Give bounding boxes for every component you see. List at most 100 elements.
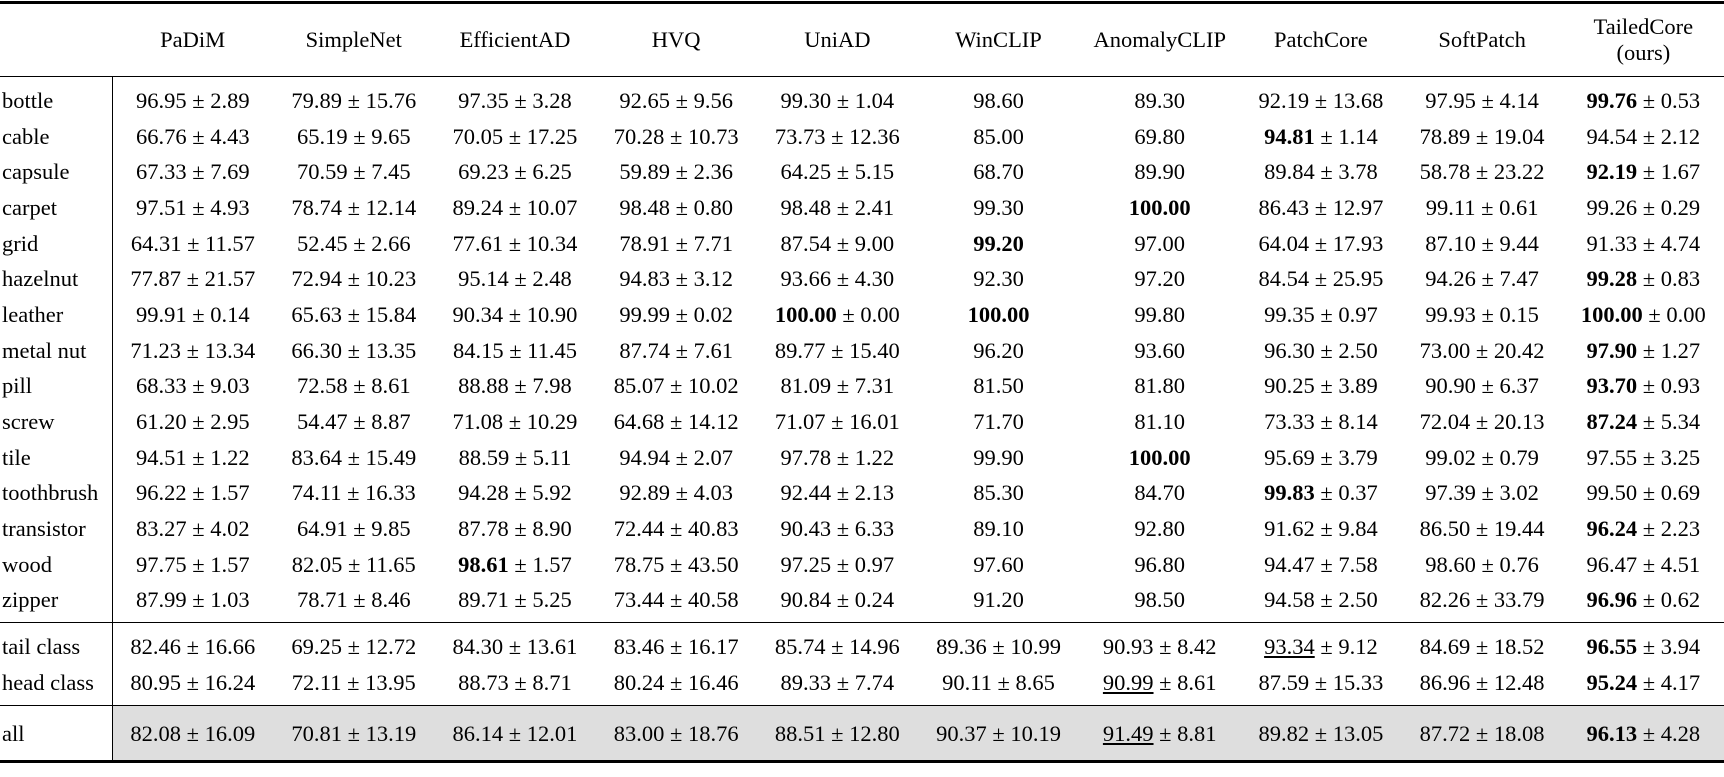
row-label: tile (0, 439, 113, 476)
value-cell: 99.91 ± 0.14 (136, 301, 250, 327)
value-cell: 72.58 ± 8.61 (296, 373, 411, 399)
value-cell: 89.82 ± 13.05 (1240, 704, 1402, 762)
value-cell: 72.04 ± 20.13 (1419, 409, 1545, 435)
row-label: grid (0, 225, 113, 262)
value-cell: 69.80 (1134, 123, 1186, 149)
value-cell: 81.80 (1134, 373, 1186, 399)
value-cell: 90.25 ± 3.89 (1264, 373, 1378, 399)
value-cell: 99.02 ± 0.79 (1425, 444, 1539, 470)
value-cell: 78.74 ± 12.14 (291, 194, 417, 220)
value-cell: 81.50 (973, 373, 1024, 399)
value-cell: 96.96 ± 0.62 (1586, 587, 1701, 613)
value-cell: 88.51 ± 12.80 (756, 704, 918, 762)
value-cell: 94.58 ± 2.50 (1264, 587, 1378, 613)
row-label: leather (0, 297, 113, 333)
table-row: tail class 82.46 ± 16.66 69.25 ± 12.72 84.3… (0, 622, 1724, 665)
value-cell: 72.94 ± 10.23 (291, 266, 417, 292)
value-cell: 99.76 ± 0.53 (1586, 87, 1701, 113)
value-cell: 66.76 ± 4.43 (136, 123, 250, 149)
value-cell: 98.60 (973, 87, 1024, 113)
value-cell: 91.49 ± 8.81 (1079, 704, 1241, 762)
value-cell: 80.24 ± 16.46 (613, 669, 739, 695)
value-cell: 94.94 ± 2.07 (619, 444, 733, 470)
value-cell: 85.07 ± 10.02 (613, 373, 739, 399)
value-cell: 87.54 ± 9.00 (780, 230, 895, 256)
value-cell: 91.33 ± 4.74 (1586, 230, 1701, 256)
column-header: EfficientAD (434, 2, 596, 77)
value-cell: 82.46 ± 16.66 (112, 622, 274, 665)
value-cell: 99.80 (1134, 301, 1186, 327)
table-section: bottle 96.95 ± 2.89 79.89 ± 15.76 97.35 ± 3… (0, 76, 1724, 623)
value-cell: 92.65 ± 9.56 (619, 87, 733, 113)
value-cell: 95.69 ± 3.79 (1264, 444, 1378, 470)
value-cell: 94.51 ± 1.22 (136, 444, 250, 470)
value-cell: 99.26 ± 0.29 (1586, 194, 1701, 220)
value-cell: 69.23 ± 6.25 (458, 159, 572, 185)
value-cell: 87.78 ± 8.90 (458, 516, 572, 542)
table-row: all 82.08 ± 16.09 70.81 ± 13.19 86.14 ± 12.… (0, 704, 1724, 762)
row-label: wood (0, 546, 113, 583)
value-cell: 84.69 ± 18.52 (1401, 622, 1563, 665)
value-cell: 99.28 ± 0.83 (1586, 266, 1701, 292)
value-cell: 87.24 ± 5.34 (1586, 409, 1701, 435)
value-cell: 91.62 ± 9.84 (1264, 516, 1378, 542)
value-cell: 97.25 ± 0.97 (780, 551, 895, 577)
row-label: screw (0, 404, 113, 440)
value-cell: 61.20 ± 2.95 (136, 409, 250, 435)
value-cell: 95.14 ± 2.48 (458, 266, 572, 292)
value-cell: 90.90 ± 6.37 (1425, 373, 1539, 399)
header-row: PaDiM SimpleNet EfficientAD HVQ UniAD WinCLIP… (0, 2, 1724, 77)
column-header: WinCLIP (917, 2, 1080, 77)
value-cell: 71.23 ± 13.34 (130, 337, 256, 363)
row-label: carpet (0, 190, 113, 226)
value-cell: 98.61 ± 1.57 (458, 551, 572, 577)
value-cell: 84.70 (1134, 480, 1186, 506)
value-cell: 91.20 (973, 587, 1024, 613)
value-cell: 96.24 ± 2.23 (1586, 516, 1701, 542)
row-label: pill (0, 368, 113, 405)
value-cell: 96.20 (973, 337, 1024, 363)
value-cell: 78.75 ± 43.50 (613, 551, 739, 577)
column-header: UniAD (756, 2, 918, 77)
row-label: cable (0, 118, 113, 155)
value-cell: 86.43 ± 12.97 (1258, 194, 1384, 220)
value-cell: 73.44 ± 40.58 (613, 587, 739, 613)
value-cell: 99.11 ± 0.61 (1425, 194, 1539, 220)
value-cell: 100.00 (967, 301, 1030, 327)
value-cell: 97.20 (1134, 266, 1186, 292)
value-cell: 90.11 ± 8.65 (942, 669, 1055, 695)
table-row: carpet 97.51 ± 4.93 78.74 ± 12.14 89.24 ± 1… (0, 190, 1724, 226)
value-cell: 97.95 ± 4.14 (1425, 87, 1539, 113)
table-section: all 82.08 ± 16.09 70.81 ± 13.19 86.14 ± 12.… (0, 704, 1724, 762)
table-row: pill 68.33 ± 9.03 72.58 ± 8.61 88.88 ± 7.98… (0, 368, 1724, 405)
value-cell: 94.54 ± 2.12 (1586, 123, 1701, 149)
value-cell: 94.28 ± 5.92 (458, 480, 572, 506)
value-cell: 71.07 ± 16.01 (774, 409, 900, 435)
value-cell: 86.50 ± 19.44 (1419, 516, 1545, 542)
value-cell: 67.33 ± 7.69 (136, 159, 250, 185)
value-cell: 72.11 ± 13.95 (291, 669, 416, 695)
table-row: tile 94.51 ± 1.22 83.64 ± 15.49 88.59 ± 5.1… (0, 439, 1724, 476)
value-cell: 82.08 ± 16.09 (112, 704, 274, 762)
value-cell: 93.66 ± 4.30 (780, 266, 895, 292)
value-cell: 96.30 ± 2.50 (1264, 337, 1378, 363)
value-cell: 89.84 ± 3.78 (1264, 159, 1378, 185)
value-cell: 72.44 ± 40.83 (613, 516, 739, 542)
value-cell: 66.30 ± 13.35 (291, 337, 417, 363)
value-cell: 87.74 ± 7.61 (619, 337, 733, 363)
value-cell: 69.25 ± 12.72 (273, 622, 435, 665)
table-row: toothbrush 96.22 ± 1.57 74.11 ± 16.33 94.28… (0, 475, 1724, 512)
value-cell: 89.36 ± 10.99 (917, 622, 1080, 665)
value-cell: 78.89 ± 19.04 (1419, 123, 1545, 149)
value-cell: 90.84 ± 0.24 (780, 587, 895, 613)
value-cell: 99.90 (973, 444, 1024, 470)
column-header: SimpleNet (273, 2, 435, 77)
value-cell: 97.35 ± 3.28 (458, 87, 572, 113)
value-cell: 65.19 ± 9.65 (296, 123, 411, 149)
value-cell: 73.73 ± 12.36 (774, 123, 900, 149)
value-cell: 94.81 ± 1.14 (1264, 123, 1378, 149)
value-cell: 89.10 (973, 516, 1024, 542)
value-cell: 78.91 ± 7.71 (619, 230, 733, 256)
value-cell: 82.05 ± 11.65 (291, 551, 416, 577)
